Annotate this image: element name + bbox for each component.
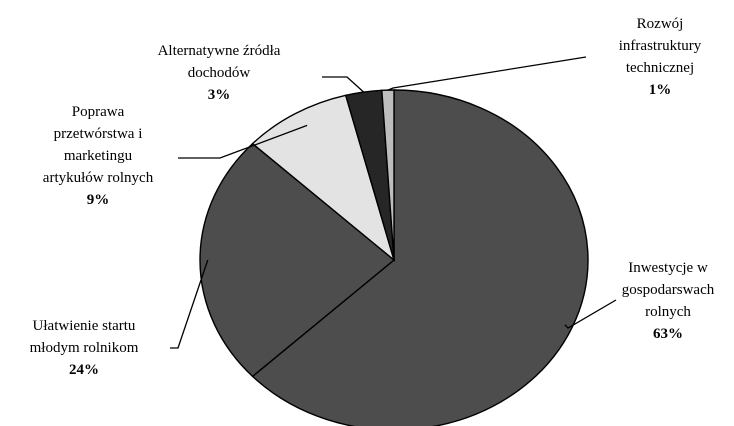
slice-percent-label: 24% — [69, 362, 99, 378]
slice-label-line: rolnych — [645, 304, 691, 320]
slice-label-5: Rozwój infrastruktury technicznej 1% — [619, 16, 702, 98]
slice-label-line: Rozwój — [637, 16, 684, 32]
slice-percent-label: 3% — [208, 87, 231, 103]
slice-label-line: Inwestycje w — [628, 260, 708, 276]
slice-label-line: dochodów — [188, 65, 251, 81]
leader-line-1 — [564, 299, 617, 329]
slice-label-line: gospodarswach — [622, 282, 715, 298]
leader-line-5 — [387, 56, 587, 91]
leader-line-4 — [322, 76, 365, 93]
slice-percent-label: 9% — [87, 192, 110, 208]
slice-label-line: marketingu — [64, 148, 133, 164]
pie-slice-3 — [251, 94, 396, 262]
leader-line-3 — [178, 124, 308, 159]
slice-label-line: Alternatywne źródła — [158, 43, 281, 59]
slice-percent-label: 63% — [653, 326, 683, 342]
slice-percent-label: 1% — [649, 82, 672, 98]
slice-label-line: Poprawa — [72, 104, 125, 120]
pie-slices — [199, 89, 589, 426]
slice-label-3: Poprawa przetwórstwa i marketingu artykułów… — [43, 104, 154, 208]
leader-line-2 — [170, 259, 209, 349]
pie-slice-1 — [251, 89, 589, 426]
slice-label-line: przetwórstwa i — [54, 126, 143, 142]
slice-label-1: Inwestycje w gospodarswach rolnych 63% — [622, 260, 715, 342]
pie-slice-2 — [199, 142, 396, 378]
slice-label-line: infrastruktury — [619, 38, 702, 54]
slice-label-line: młodym rolnikom — [30, 340, 139, 356]
slice-label-2: Ułatwienie startu młodym rolnikom 24% — [30, 318, 139, 378]
slice-label-line: artykułów rolnych — [43, 170, 154, 186]
slice-labels: Inwestycje w gospodarswach rolnych 63% Ułatw… — [30, 16, 715, 378]
slice-label-line: technicznej — [626, 60, 694, 76]
label-leader-lines — [170, 56, 617, 349]
slice-label-4: Alternatywne źródła dochodów 3% — [158, 43, 281, 103]
slice-label-line: Ułatwienie startu — [33, 318, 136, 334]
